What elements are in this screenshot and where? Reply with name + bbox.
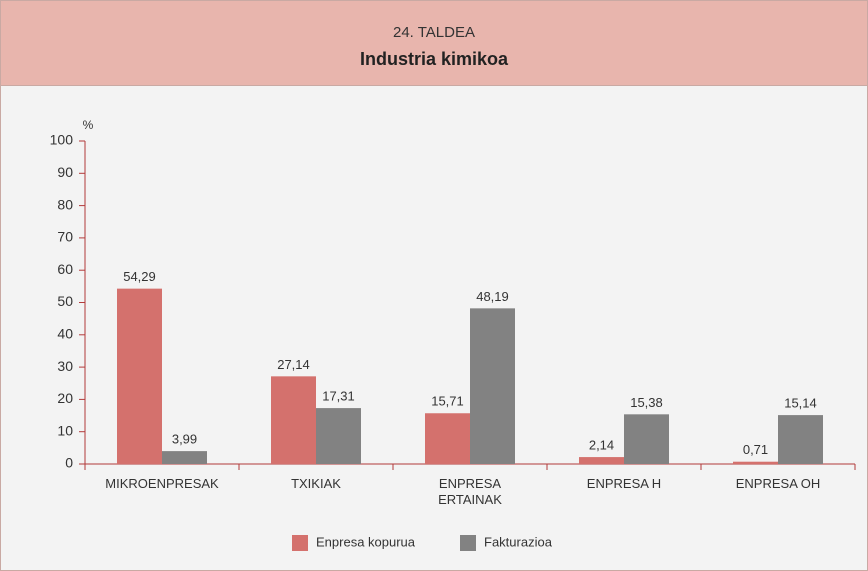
y-unit: %	[83, 118, 94, 132]
x-tick-label: ENPRESA ERTAINAK	[438, 476, 502, 507]
x-tick-label-box: ENPRESA OH	[728, 476, 828, 492]
value-label: 3,99	[172, 432, 197, 447]
value-label: 54,29	[123, 269, 156, 284]
value-label: 2,14	[589, 438, 614, 453]
x-tick-label-box: ENPRESA ERTAINAK	[420, 476, 520, 508]
y-tick-label: 10	[57, 422, 73, 438]
y-tick-label: 20	[57, 390, 73, 406]
bar	[733, 461, 778, 464]
legend-label: Enpresa kopurua	[316, 534, 416, 549]
x-tick-label: TXIKIAK	[291, 476, 341, 491]
x-tick-label: MIKROENPRESAK	[105, 476, 219, 491]
value-label: 17,31	[322, 389, 355, 404]
y-tick-label: 30	[57, 358, 73, 374]
header	[0, 0, 868, 86]
bar	[162, 451, 207, 464]
chart-title: Industria kimikoa	[360, 49, 509, 69]
x-tick-label-box: TXIKIAK	[266, 476, 366, 492]
bar	[624, 414, 669, 464]
y-tick-label: 0	[65, 455, 73, 471]
value-label: 15,38	[630, 395, 663, 410]
value-label: 27,14	[277, 357, 310, 372]
y-tick-label: 60	[57, 261, 73, 277]
chart-subtitle: 24. TALDEA	[393, 24, 475, 41]
bar	[316, 408, 361, 464]
legend-swatch	[292, 535, 308, 551]
bar	[579, 457, 624, 464]
bar	[117, 288, 162, 464]
bar	[470, 308, 515, 464]
legend-label: Fakturazioa	[484, 534, 553, 549]
bar	[778, 415, 823, 464]
y-tick-label: 90	[57, 164, 73, 180]
legend-swatch	[460, 535, 476, 551]
bar	[425, 413, 470, 464]
y-tick-label: 40	[57, 326, 73, 342]
x-tick-label: ENPRESA OH	[735, 476, 821, 491]
x-tick-label-box: ENPRESA H	[574, 476, 674, 492]
y-tick-label: 100	[50, 132, 74, 148]
value-label: 0,71	[743, 442, 768, 457]
y-tick-label: 70	[57, 229, 73, 245]
value-label: 15,14	[784, 396, 817, 411]
value-label: 48,19	[476, 289, 509, 304]
y-tick-label: 50	[57, 293, 73, 309]
x-tick-label: ENPRESA H	[586, 476, 662, 491]
x-tick-label-box: MIKROENPRESAK	[105, 476, 218, 492]
y-tick-label: 80	[57, 196, 73, 212]
bar	[271, 376, 316, 464]
value-label: 15,71	[431, 394, 464, 409]
